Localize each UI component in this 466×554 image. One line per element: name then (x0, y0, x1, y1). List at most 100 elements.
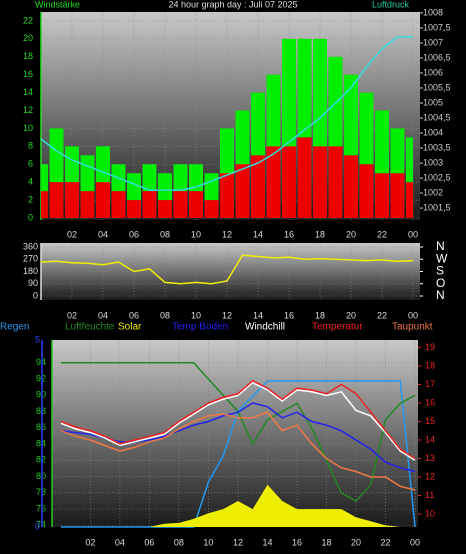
x-tick-label: 06 (144, 537, 154, 547)
y2-tick-label: 15 (425, 416, 435, 426)
y2-tick-label: 1005,5 (423, 82, 451, 92)
x-tick-label: 08 (174, 537, 184, 547)
line (60, 379, 416, 460)
bar (189, 191, 203, 218)
y-tick-label: 92 (36, 373, 46, 383)
x-tick-label: 04 (98, 310, 108, 320)
bar (41, 191, 48, 218)
x-tick-label: 22 (377, 229, 387, 239)
y-tick-label: 2 (28, 194, 33, 204)
y2-tick-label: 1003 (423, 157, 443, 167)
y2-tick-label: 1006 (423, 67, 443, 77)
y-tick-label: 80 (36, 471, 46, 481)
x-tick-label: 20 (346, 229, 356, 239)
area (60, 484, 416, 527)
y-tick-label: 12 (23, 105, 33, 115)
y2-tick-label: N (436, 239, 445, 253)
bar (96, 182, 110, 218)
bar (65, 182, 79, 218)
x-tick-label: 04 (98, 229, 108, 239)
x-tick-label: 00 (408, 229, 418, 239)
bar (142, 191, 157, 218)
bar (49, 182, 64, 218)
bar (235, 164, 250, 218)
y2-tick-label: 10 (425, 508, 435, 518)
y-tick-label: 94 (36, 357, 46, 367)
y-tick-label: 18 (23, 51, 33, 61)
x-tick-label: 18 (321, 537, 331, 547)
y2-tick-label: 1007,5 (423, 22, 451, 32)
x-tick-label: 00 (410, 537, 420, 547)
bar (359, 164, 374, 218)
bar (80, 191, 95, 218)
y-tick-label: 0 (28, 212, 33, 222)
y-tick-label: 86 (36, 422, 46, 432)
bar (328, 146, 343, 218)
x-tick-label: 20 (346, 310, 356, 320)
y2-tick-label: 13 (425, 453, 435, 463)
bar (111, 191, 126, 218)
y-tick-label: 8 (28, 141, 33, 151)
y-tick-label: 90 (36, 390, 46, 400)
line (60, 411, 416, 491)
y-tick-label: 4 (28, 177, 33, 187)
y3-tick-label: 5 (35, 334, 40, 344)
y-tick-label: 16 (23, 69, 33, 79)
x-tick-label: 10 (203, 537, 213, 547)
line (60, 402, 416, 473)
y2-tick-label: W (436, 251, 448, 265)
legend-entry: Regen (0, 322, 29, 333)
bar (220, 173, 234, 218)
bar (375, 173, 389, 218)
y2-tick-label: 1002,5 (423, 172, 451, 182)
x-tick-label: 16 (284, 229, 294, 239)
x-tick-label: 00 (408, 310, 418, 320)
y2-tick-label: 12 (425, 471, 435, 481)
x-tick-label: 16 (284, 310, 294, 320)
y2-tick-label: 11 (425, 490, 434, 500)
x-tick-label: 20 (351, 537, 361, 547)
bar (158, 200, 172, 218)
legend-entry: Luftfeuchte (65, 322, 115, 333)
x-tick-label: 14 (262, 537, 272, 547)
bar (204, 200, 219, 218)
y-tick-label: 180 (23, 266, 38, 276)
x-tick-label: 02 (67, 310, 77, 320)
y2-tick-label: 1002 (423, 187, 443, 197)
legend-entry: Temperatur (312, 322, 363, 333)
bar (251, 155, 265, 218)
x-tick-label: 22 (381, 537, 391, 547)
legend-entry: Windchill (245, 322, 285, 333)
y2-tick-label: 1006,5 (423, 52, 451, 62)
y2-tick-label: 1005 (423, 97, 443, 107)
y-tick-label: 6 (28, 159, 33, 169)
x-tick-label: 12 (233, 537, 243, 547)
y-tick-label: 14 (23, 87, 33, 97)
y-tick-label: 22 (23, 15, 33, 25)
y2-axis-label: Luftdruck (372, 0, 410, 9)
x-tick-label: 12 (222, 229, 232, 239)
x-tick-label: 14 (253, 229, 263, 239)
y2-tick-label: 1007 (423, 37, 443, 47)
y-tick-label: 74 (36, 520, 46, 530)
legend-entry: Solar (118, 322, 142, 333)
bar (406, 182, 413, 218)
x-tick-label: 08 (160, 229, 170, 239)
y3-tick-label: 0 (35, 521, 40, 531)
x-tick-label: 10 (191, 310, 201, 320)
y2-tick-label: 14 (425, 434, 435, 444)
x-tick-label: 10 (191, 229, 201, 239)
y-tick-label: 10 (23, 123, 33, 133)
x-tick-label: 12 (222, 310, 232, 320)
y2-tick-label: 16 (425, 397, 435, 407)
x-tick-label: 02 (67, 229, 77, 239)
y-axis-label: Windstärke (35, 0, 80, 9)
y2-tick-label: 19 (425, 342, 435, 352)
y-tick-label: 270 (23, 254, 38, 264)
bar (390, 173, 405, 218)
y2-tick-label: N (436, 288, 445, 302)
bar (127, 200, 141, 218)
line (60, 381, 416, 461)
x-tick-label: 18 (315, 310, 325, 320)
line (40, 36, 413, 191)
